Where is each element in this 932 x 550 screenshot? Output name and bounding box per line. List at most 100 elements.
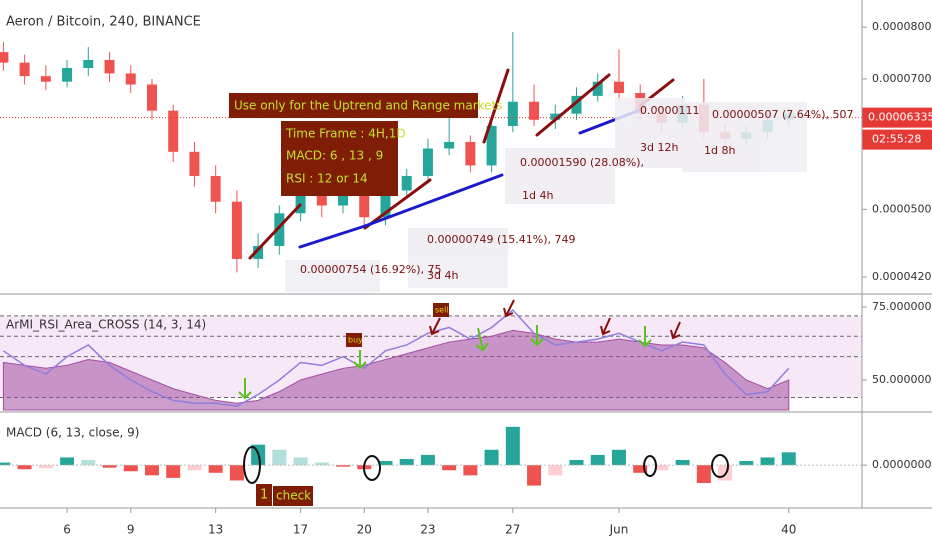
sell-arrow (600, 317, 611, 336)
candle-body (295, 190, 306, 214)
rsi-title: ArMI_RSI_Area_CROSS (14, 3, 14) (6, 318, 206, 332)
macd-bar (484, 449, 499, 466)
candle-body (104, 59, 115, 74)
macd-bar (123, 465, 138, 472)
macd-bar (420, 454, 435, 466)
macd-bar (569, 460, 584, 466)
note-box (256, 484, 272, 506)
candle-body (507, 101, 518, 126)
macd-bar (696, 465, 711, 484)
measure-box (505, 148, 615, 204)
candle-body (316, 190, 327, 206)
sell-arrow (503, 299, 515, 318)
macd-bar (166, 465, 181, 478)
candle-body (253, 245, 264, 259)
candle-body (529, 101, 540, 120)
trend-line (363, 178, 432, 230)
circle-mark (711, 454, 729, 478)
note-box (229, 93, 478, 118)
buy-arrow (238, 378, 252, 400)
candle-body (19, 62, 30, 77)
candle-body (62, 67, 73, 82)
candle-body (422, 148, 433, 176)
trend-lines (248, 68, 675, 260)
macd-bar (548, 465, 563, 476)
measure-label: 3d 12h (640, 141, 678, 154)
candle-body (550, 113, 561, 120)
trend-line (482, 68, 510, 144)
macd-bar (208, 465, 223, 473)
measure-box (615, 98, 685, 168)
macd-bar (336, 465, 351, 467)
macd-bar (81, 460, 96, 466)
last-price-label: 0.00006335 (868, 111, 932, 124)
chart-title: Aeron / Bitcoin, 240, BINANCE (6, 15, 201, 30)
macd-bar (399, 458, 414, 466)
y-tick-label: 0.00008000 (872, 20, 932, 33)
trend-line (535, 73, 611, 137)
last-price-box (862, 107, 932, 128)
note: Time Frame : 4H,1D (285, 127, 406, 141)
note-box (281, 121, 398, 196)
candle-body (146, 84, 157, 111)
macd-bar (675, 460, 690, 466)
candle-body (231, 201, 242, 259)
measure-label: 0.0000111 (640, 104, 700, 117)
x-tick-label: 27 (505, 523, 520, 537)
macd-bar (760, 457, 775, 466)
note: check (276, 489, 311, 503)
trend-line (248, 203, 302, 260)
buy-arrow (353, 350, 367, 370)
sell-arrow (670, 321, 681, 340)
note: RSI : 12 or 14 (286, 172, 368, 186)
candle-body (189, 151, 200, 176)
x-tick-label: 13 (208, 523, 223, 537)
candle-body (40, 76, 51, 82)
measure-label: 0.00000754 (16.92%), 75 (300, 263, 442, 276)
note: MACD: 6 , 13 , 9 (286, 149, 383, 163)
note: 1 (260, 488, 268, 503)
macd-bar (590, 454, 605, 466)
signal-box (433, 303, 449, 317)
measure-box (285, 260, 380, 292)
candle-body (338, 194, 349, 206)
macd-bar (144, 465, 159, 476)
macd-bar (611, 449, 626, 466)
candle-body (125, 73, 136, 85)
macd-bar (102, 465, 117, 468)
macd-bar (718, 465, 733, 481)
macd-bar (378, 461, 393, 466)
signal-label: buy (348, 336, 363, 345)
macd-bar (739, 461, 754, 466)
measure-label: 1d 8h (704, 144, 735, 157)
candle-body (444, 141, 455, 149)
circle-mark (363, 455, 381, 481)
candle-body (274, 213, 285, 246)
circle-mark (643, 455, 657, 477)
candle-body (359, 194, 370, 218)
macd-bar (60, 457, 75, 466)
y-tick-label: 0.00005000 (872, 202, 932, 215)
macd-bar (0, 462, 11, 466)
measure-label: 3d 4h (427, 269, 458, 282)
rsi-area (2, 329, 790, 411)
macd-bar (463, 465, 478, 476)
x-tick-label: Jun (609, 523, 629, 537)
macd-bar (633, 465, 648, 473)
note: Use only for the Uptrend and Range marke… (234, 99, 503, 113)
circles (243, 446, 729, 484)
macd-bar (527, 465, 542, 486)
macd-bar (187, 465, 202, 471)
macd-bar (505, 426, 520, 466)
note-box (273, 486, 313, 506)
measure-label: 0.00001590 (28.08%), (520, 156, 644, 169)
countdown-box (862, 129, 932, 150)
signal-arrows (238, 299, 681, 400)
macd-title: MACD (6, 13, close, 9) (6, 426, 139, 440)
macd-bar (654, 465, 669, 471)
sell-arrow (429, 317, 441, 336)
y-tick-label: 0.00004200 (872, 270, 932, 283)
candle-body (380, 190, 391, 218)
measure-box (682, 102, 807, 172)
